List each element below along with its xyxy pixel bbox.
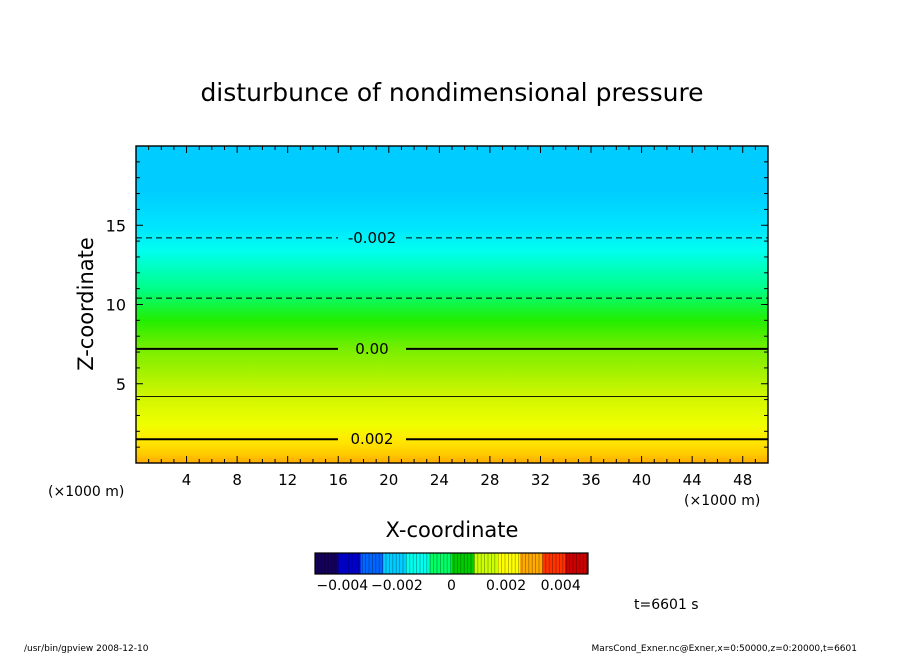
- colorbar-tick-label: 0.002: [486, 578, 526, 594]
- colorbar-segment: [383, 553, 407, 574]
- x-tick-label: 12: [278, 471, 297, 489]
- x-axis-unit: (×1000 m): [684, 493, 760, 509]
- colorbar-segment: [542, 553, 566, 574]
- colorbar-segment: [497, 553, 521, 574]
- footer-left: /usr/bin/gpview 2008-12-10: [24, 644, 149, 654]
- x-tick-label: 16: [329, 471, 348, 489]
- x-tick-label: 8: [232, 471, 242, 489]
- contour-label-2: 0.00: [355, 340, 388, 358]
- x-tick-label: 40: [632, 471, 651, 489]
- x-tick-label: 20: [379, 471, 398, 489]
- y-axis-ticks: 5 10 15: [106, 161, 768, 448]
- contour-label-0: -0.002: [348, 229, 396, 247]
- colorbar-segment: [337, 553, 361, 574]
- colorbar-segment: [315, 553, 339, 574]
- x-tick-label: 48: [733, 471, 752, 489]
- y-axis-unit: (×1000 m): [48, 484, 124, 500]
- chart-title: disturbunce of nondimensional pressure: [200, 78, 703, 107]
- x-tick-label: 44: [683, 471, 702, 489]
- contour-label-4: 0.002: [351, 430, 394, 448]
- time-label: t=6601 s: [634, 597, 699, 613]
- colorbar-segment: [474, 553, 498, 574]
- colorbar-segment: [519, 553, 543, 574]
- x-tick-label: 24: [430, 471, 449, 489]
- colorbar-segment: [565, 553, 589, 574]
- x-axis-ticks: 4 8 12 16 20 24 28 32 36 40 44 48: [148, 146, 756, 489]
- contour-lines: -0.002 0.00 0.002: [136, 229, 768, 448]
- colorbar-segment: [451, 553, 475, 574]
- colorbar-tick-label: 0.004: [541, 578, 581, 594]
- colorbar-segment: [406, 553, 430, 574]
- field-fill: [136, 146, 768, 463]
- footer-right: MarsCond_Exner.nc@Exner,x=0:50000,z=0:20…: [592, 644, 857, 654]
- colorbar: −0.004 −0.002 0 0.002 0.004: [314, 552, 589, 594]
- x-tick-label: 28: [480, 471, 499, 489]
- y-axis-label: Z-coordinate: [74, 237, 98, 371]
- colorbar-segment: [428, 553, 452, 574]
- x-tick-label: 36: [581, 471, 600, 489]
- colorbar-tick-label: −0.004: [316, 578, 368, 594]
- colorbar-tick-label: 0: [447, 578, 456, 594]
- x-tick-label: 32: [531, 471, 550, 489]
- y-tick-label: 10: [106, 296, 126, 315]
- y-tick-label: 5: [116, 375, 126, 394]
- x-tick-label: 4: [182, 471, 192, 489]
- y-tick-label: 15: [106, 216, 126, 235]
- colorbar-segment: [360, 553, 384, 574]
- colorbar-tick-label: −0.002: [371, 578, 423, 594]
- colorbar-frame: [314, 552, 589, 575]
- x-axis-label: X-coordinate: [386, 518, 519, 542]
